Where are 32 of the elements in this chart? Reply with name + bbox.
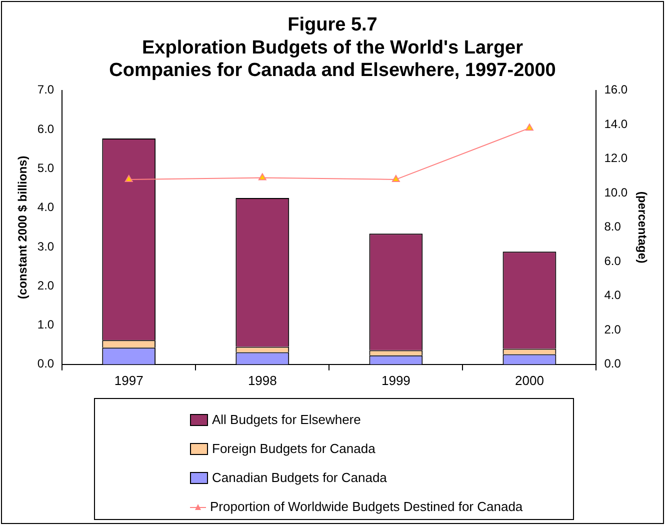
y-tick-label: 1.0 [37,318,54,332]
y2-tick-label: 14.0 [604,116,628,131]
y-tick-label: 5.0 [37,161,54,175]
y-tick-label: 6.0 [37,122,54,136]
point [258,173,266,180]
point [392,174,400,182]
y2-tick-label: 6.0 [604,254,622,268]
y-axis-title: (constant 2000 $ billions) [16,156,30,300]
y-tick-label: 2.0 [37,278,54,292]
x-tick-label: 1997 [114,372,144,388]
y-tick-label: 7.0 [37,82,54,97]
y2-tick-label: 4.0 [604,288,622,302]
y2-tick-label: 2.0 [604,322,622,336]
y2-tick-label: 8.0 [604,220,622,234]
y-tick-label: 3.0 [37,239,54,254]
y2-tick-label: 12.0 [604,151,628,166]
x-tick-label: 1999 [381,372,410,388]
y2-tick-label: 0.0 [604,356,622,371]
y-tick-label: 4.0 [37,200,54,214]
x-tick-label: 1998 [248,372,277,388]
point [526,124,534,131]
y-tick-label: 0.0 [37,356,54,371]
point [124,174,133,182]
legend-label: All Budgets for Elsewhere [212,412,361,427]
legend-label: Canadian Budgets for Canada [212,470,387,485]
legend-label: Foreign Budgets for Canada [212,441,376,456]
x-tick-label: 2000 [515,372,544,388]
chart-title: Figure 5.7 Exploration Budgets of the World's Larger Companies for Canada and Elsewhere, 1997-2000 [109,14,556,82]
legend-label: Proportion of Worldwide Budgets Destined for Canada [210,499,523,514]
y2-tick-label: 10.0 [604,185,628,200]
y2-axis-title: (percentage) [635,191,650,264]
y2-tick-label: 16.0 [604,82,628,97]
